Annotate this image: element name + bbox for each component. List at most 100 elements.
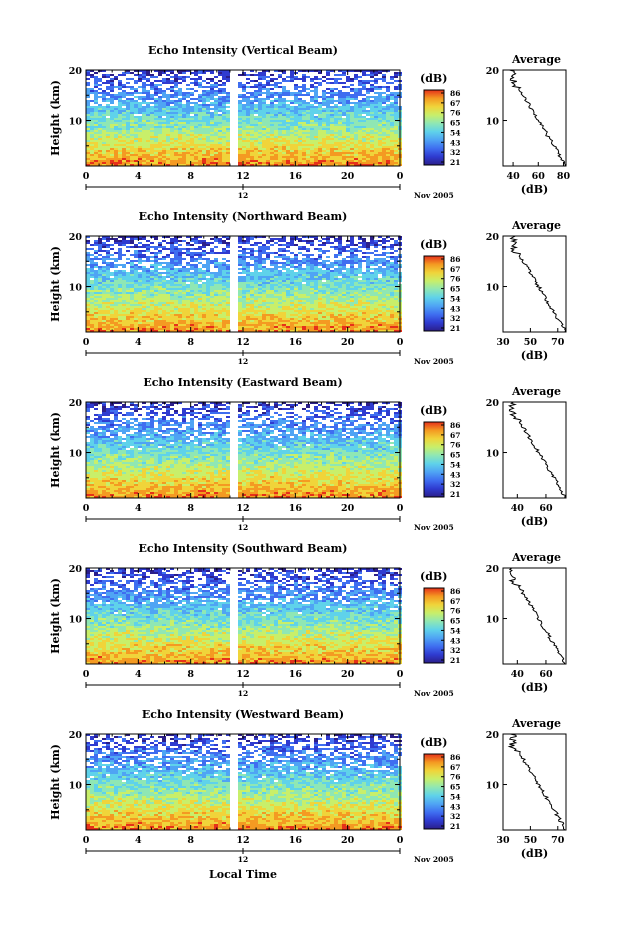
heatmap-cell [162,246,166,248]
heatmap-cell [210,162,214,164]
heatmap-cell [166,308,170,310]
heatmap-cell [274,128,278,130]
heatmap-cell [210,122,214,124]
heatmap-cell [182,118,186,120]
heatmap-cell [266,140,270,142]
heatmap-cell [170,282,174,284]
heatmap-cell [206,148,210,150]
heatmap-cell [226,160,230,162]
heatmap-cell [334,88,338,90]
heatmap-cell [178,160,182,162]
heatmap-cell [162,148,166,150]
heatmap-cell [262,122,266,124]
heatmap-cell [226,130,230,132]
heatmap-cell [210,314,214,316]
heatmap-cell [158,300,162,302]
heatmap-cell [370,104,374,106]
heatmap-cell [250,134,254,136]
heatmap-cell [274,110,278,112]
heatmap-cell [158,158,162,160]
colorbar-tick-label: 76 [450,109,460,118]
heatmap-cell [174,146,178,148]
heatmap-cell [194,160,198,162]
heatmap-cell [246,120,250,122]
heatmap-cell [202,266,206,268]
heatmap-cell [102,284,106,286]
heatmap-cell [346,114,350,116]
heatmap-cell [278,122,282,124]
heatmap-cell [178,110,182,112]
heatmap-cell [198,110,202,112]
heatmap-cell [158,244,162,246]
heatmap-cell [290,106,294,108]
heatmap-cell [218,294,222,296]
heatmap-cell [366,144,370,146]
heatmap-cell [106,300,110,302]
heatmap-cell [358,156,362,158]
heatmap-cell [98,158,102,160]
heatmap-cell [390,118,394,120]
heatmap-cell [170,262,174,264]
heatmap-cell [226,128,230,130]
heatmap-cell [218,84,222,86]
heatmap-cell [246,240,250,242]
heatmap-cell [386,136,390,138]
heatmap-cell [190,106,194,108]
heatmap-cell [218,296,222,298]
heatmap-cell [386,124,390,126]
heatmap-cell [126,152,130,154]
heatmap-cell [350,118,354,120]
heatmap-cell [90,108,94,110]
heatmap-cell [106,302,110,304]
heatmap-cell [246,318,250,320]
heatmap-cell [202,290,206,292]
heatmap-cell [202,118,206,120]
heatmap-cell [102,112,106,114]
heatmap-cell [178,130,182,132]
heatmap-cell [134,280,138,282]
heatmap-cell [154,280,158,282]
heatmap-cell [262,132,266,134]
heatmap-cell [294,100,298,102]
heatmap-cell [86,78,90,80]
heatmap-cell [186,102,190,104]
heatmap-cell [186,310,190,312]
heatmap-cell [254,258,258,260]
heatmap-cell [118,120,122,122]
heatmap-cell [394,72,398,74]
heatmap-cell [150,112,154,114]
heatmap-cell [134,122,138,124]
heatmap-cell [366,138,370,140]
heatmap-cell [250,110,254,112]
heatmap-cell [370,86,374,88]
heatmap-cell [194,248,198,250]
heatmap-cell [126,300,130,302]
heatmap-cell [202,106,206,108]
heatmap-cell [302,134,306,136]
heatmap-cell [246,276,250,278]
heatmap-cell [330,102,334,104]
heatmap-cell [142,78,146,80]
heatmap-cell [146,258,150,260]
heatmap-cell [214,280,218,282]
heatmap-cell [238,84,242,86]
heatmap-cell [130,282,134,284]
heatmap-cell [154,318,158,320]
heatmap-cell [222,278,226,280]
heatmap-cell [282,92,286,94]
heatmap-cell [226,312,230,314]
heatmap-cell [238,328,242,330]
heatmap-cell [206,314,210,316]
heatmap-cell [314,82,318,84]
heatmap-cell [298,132,302,134]
heatmap-cell [330,124,334,126]
heatmap-cell [338,116,342,118]
heatmap-cell [182,94,186,96]
heatmap-cell [238,148,242,150]
heatmap-cell [170,310,174,312]
heatmap-cell [278,106,282,108]
heatmap-cell [322,90,326,92]
heatmap-cell [182,320,186,322]
heatmap-cell [206,154,210,156]
heatmap-cell [94,100,98,102]
